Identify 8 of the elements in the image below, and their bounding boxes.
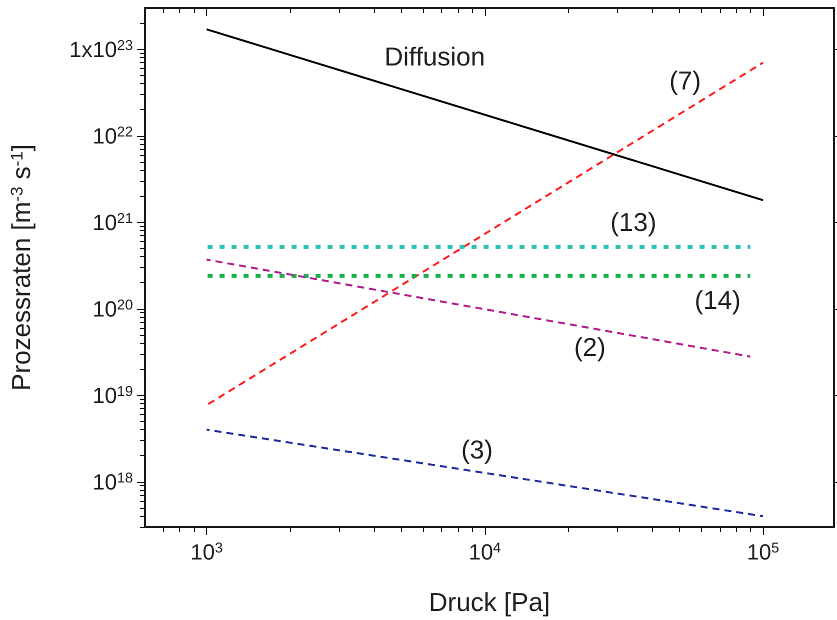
x-axis-title: Druck [Pa]	[428, 587, 550, 617]
series-label: (2)	[574, 332, 606, 362]
series-label: (7)	[669, 66, 701, 96]
series-label: (13)	[610, 206, 656, 237]
series-label: (3)	[461, 434, 493, 465]
series-label: (14)	[694, 284, 741, 315]
series-label: Diffusion	[384, 41, 486, 72]
y-axis-title: Prozessraten [m-3 s-1]	[6, 144, 36, 391]
